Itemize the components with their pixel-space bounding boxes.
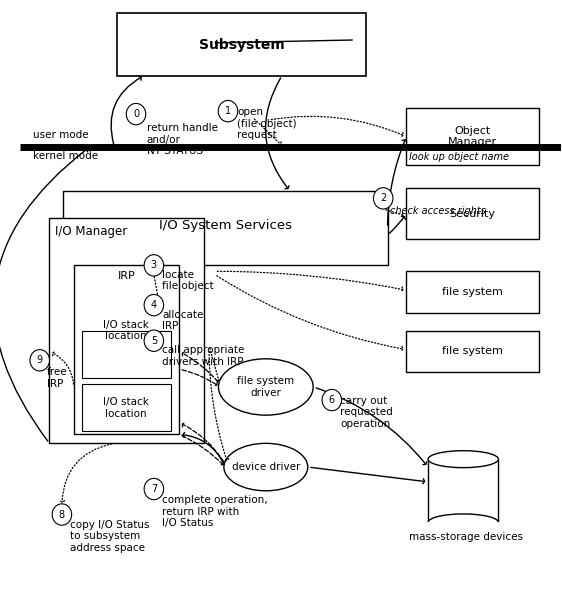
Text: kernel mode: kernel mode <box>33 151 98 161</box>
Text: allocate
IRP: allocate IRP <box>162 310 203 331</box>
FancyBboxPatch shape <box>74 265 179 434</box>
FancyBboxPatch shape <box>82 384 171 432</box>
Text: file system: file system <box>442 346 503 356</box>
Circle shape <box>144 479 164 499</box>
FancyBboxPatch shape <box>49 218 203 443</box>
Circle shape <box>126 104 146 125</box>
Text: look up object name: look up object name <box>409 152 509 162</box>
Ellipse shape <box>428 514 498 531</box>
Circle shape <box>374 188 393 209</box>
FancyBboxPatch shape <box>406 271 539 313</box>
Text: 7: 7 <box>151 484 157 494</box>
Text: I/O stack
location: I/O stack location <box>103 397 149 418</box>
Text: 8: 8 <box>59 510 65 520</box>
Text: I/O stack
location: I/O stack location <box>103 320 149 342</box>
Text: file system
driver: file system driver <box>237 376 294 398</box>
Circle shape <box>52 504 71 525</box>
FancyBboxPatch shape <box>63 191 388 265</box>
Text: 3: 3 <box>151 260 157 271</box>
Text: complete operation,
return IRP with
I/O Status: complete operation, return IRP with I/O … <box>162 495 268 528</box>
Circle shape <box>30 350 49 371</box>
Circle shape <box>218 101 238 122</box>
Text: free
IRP: free IRP <box>47 367 67 389</box>
Text: Subsystem: Subsystem <box>198 38 284 52</box>
FancyBboxPatch shape <box>406 331 539 372</box>
Circle shape <box>144 254 164 276</box>
Text: Object
Manager: Object Manager <box>448 126 497 147</box>
Text: mass-storage devices: mass-storage devices <box>409 532 523 542</box>
Text: 4: 4 <box>151 300 157 310</box>
Text: file system: file system <box>442 287 503 297</box>
Text: 5: 5 <box>151 336 157 346</box>
Text: locate
file object: locate file object <box>162 269 214 291</box>
Text: return handle
and/or
NT STATUS: return handle and/or NT STATUS <box>147 123 218 156</box>
Text: I/O System Services: I/O System Services <box>158 219 292 232</box>
Text: I/O Manager: I/O Manager <box>55 225 127 238</box>
Text: copy I/O Status
to subsystem
address space: copy I/O Status to subsystem address spa… <box>70 520 149 553</box>
Text: call appropriate
drivers with IRP: call appropriate drivers with IRP <box>162 346 244 367</box>
Text: 9: 9 <box>37 355 43 365</box>
FancyBboxPatch shape <box>117 13 366 76</box>
FancyBboxPatch shape <box>425 523 501 532</box>
Ellipse shape <box>224 443 308 491</box>
Text: 1: 1 <box>225 106 231 116</box>
FancyBboxPatch shape <box>82 331 171 378</box>
Text: 2: 2 <box>380 193 386 203</box>
Text: user mode: user mode <box>33 130 89 140</box>
FancyBboxPatch shape <box>406 188 539 238</box>
FancyBboxPatch shape <box>428 459 498 523</box>
Ellipse shape <box>219 359 313 415</box>
Ellipse shape <box>428 451 498 468</box>
Circle shape <box>144 330 164 352</box>
Text: open
(file object)
request: open (file object) request <box>237 107 297 140</box>
FancyBboxPatch shape <box>406 108 539 164</box>
Text: 0: 0 <box>133 109 139 119</box>
Text: IRP: IRP <box>117 271 135 281</box>
Text: carry out
requested
operation: carry out requested operation <box>340 396 393 429</box>
Text: 6: 6 <box>329 395 335 405</box>
Text: check access rights: check access rights <box>390 206 486 216</box>
Text: device driver: device driver <box>232 462 300 472</box>
Circle shape <box>144 294 164 316</box>
Text: Security: Security <box>450 209 496 219</box>
Circle shape <box>322 389 342 411</box>
